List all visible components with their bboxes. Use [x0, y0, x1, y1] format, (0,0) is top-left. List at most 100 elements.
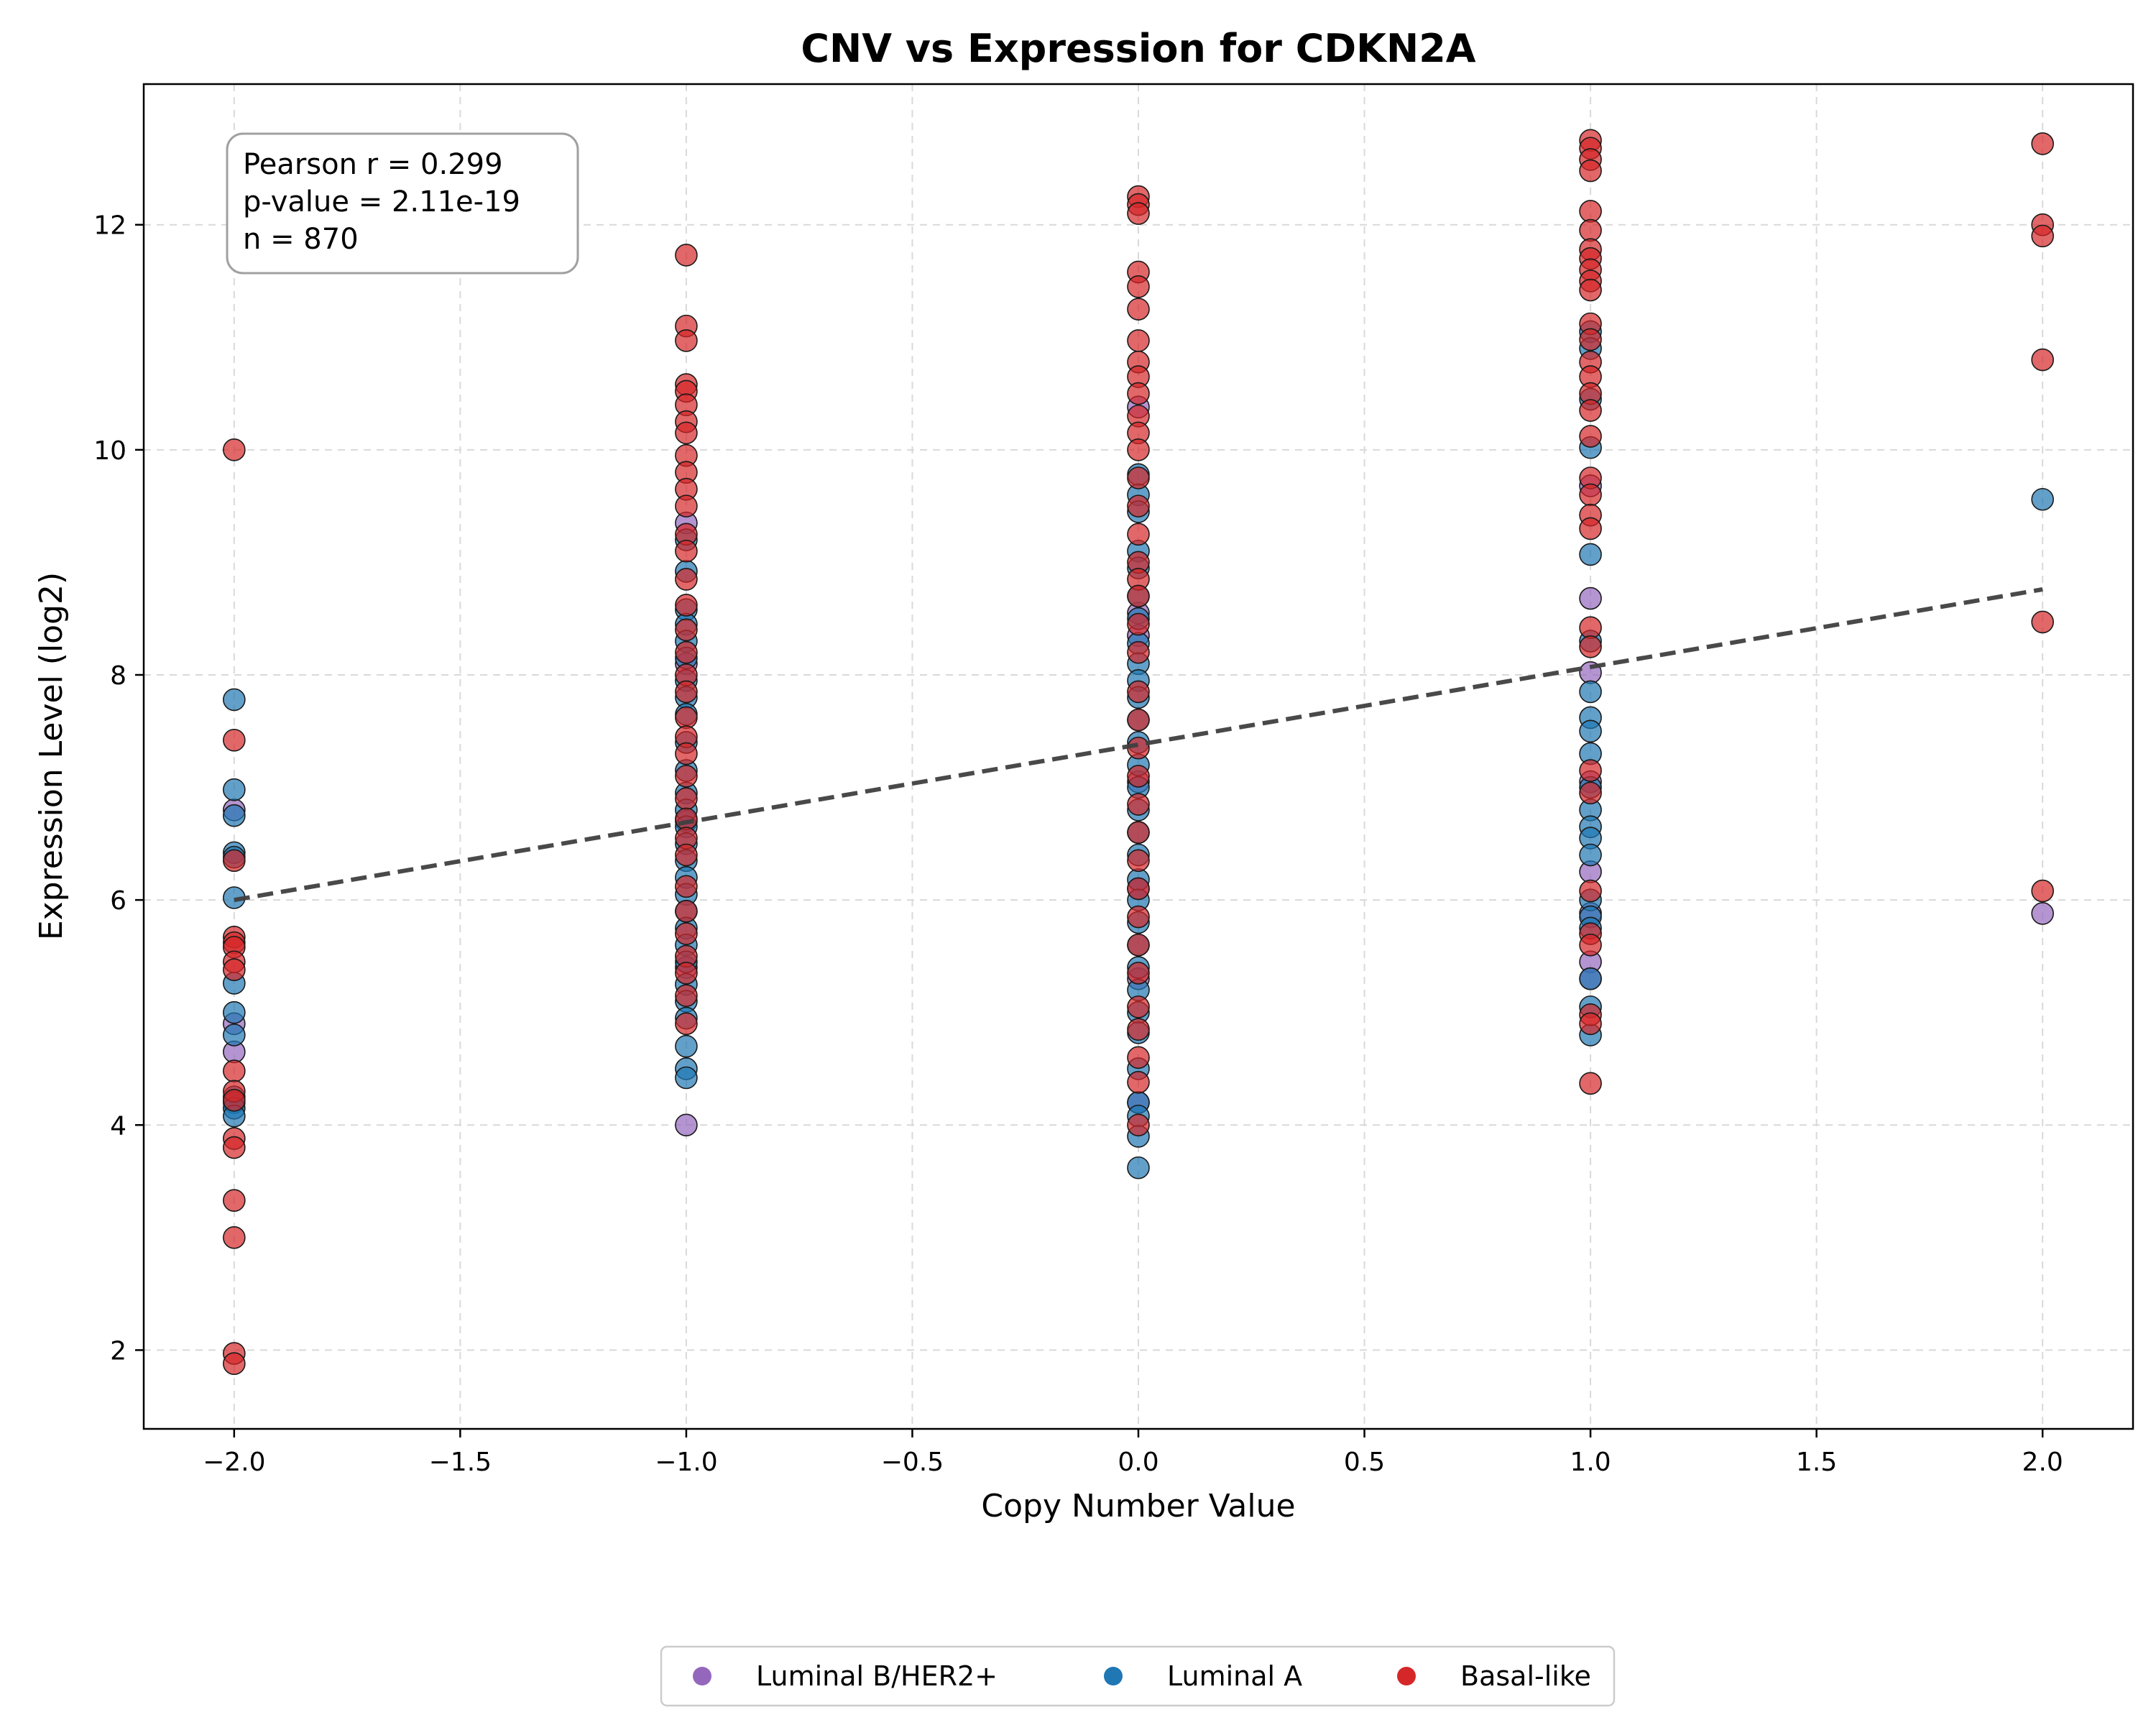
data-point-basal-like [675, 680, 698, 704]
data-point-basal-like [223, 728, 246, 752]
data-point-basal-like [675, 787, 698, 811]
data-point-basal-like [1127, 933, 1150, 957]
y-axis-label: Expression Level (log2) [33, 572, 70, 940]
data-point-luminal-a [1579, 843, 1602, 867]
legend-marker-luminal-b-her2 [693, 1667, 711, 1685]
data-point-basal-like [223, 1059, 246, 1082]
data-point-basal-like [1579, 933, 1602, 957]
x-tick-label: −2.0 [203, 1448, 265, 1477]
data-point-basal-like [675, 962, 698, 985]
x-tick-label: 1.0 [1570, 1448, 1611, 1477]
x-tick-label: 1.5 [1796, 1448, 1837, 1477]
regression-trend-line [234, 587, 2043, 903]
data-point-basal-like [1579, 616, 1602, 640]
legend-marker-luminal-a [1104, 1667, 1123, 1685]
data-point-luminal-a [223, 688, 246, 712]
data-point-basal-like [675, 329, 698, 352]
data-point-basal-like [223, 1189, 246, 1212]
data-point-basal-like [1127, 821, 1150, 844]
data-point-basal-like [675, 594, 698, 617]
legend: Luminal B/HER2+ Luminal A Basal-like [660, 1645, 1616, 1707]
data-point-luminal-a [675, 1034, 698, 1058]
data-point-basal-like [1127, 1113, 1150, 1137]
stats-pearson-r: Pearson r = 0.299 [243, 148, 503, 181]
data-point-basal-like [1127, 1018, 1150, 1041]
data-point-basal-like [1579, 1072, 1602, 1095]
data-point-basal-like [1127, 708, 1150, 732]
data-point-basal-like [1127, 523, 1150, 546]
data-point-basal-like [1127, 1046, 1150, 1070]
data-point-basal-like [675, 494, 698, 518]
data-point-basal-like [2031, 610, 2054, 634]
data-point-basal-like [1127, 765, 1150, 788]
data-point-basal-like [675, 875, 698, 898]
data-point-basal-like [1127, 995, 1150, 1018]
legend-label-luminal-b-her2: Luminal B/HER2+ [756, 1660, 998, 1692]
data-point-basal-like [2031, 879, 2054, 903]
data-point-luminal-a [223, 1000, 246, 1024]
data-point-basal-like [1127, 680, 1150, 704]
data-point-basal-like [675, 984, 698, 1008]
data-point-basal-like [1127, 298, 1150, 321]
data-point-luminal-a [1127, 1156, 1150, 1179]
data-point-basal-like [223, 1226, 246, 1249]
x-tick-label: 2.0 [2022, 1448, 2063, 1477]
data-point-basal-like [1579, 781, 1602, 805]
data-point-luminal-b-her2 [675, 1113, 698, 1137]
data-point-basal-like [675, 539, 698, 563]
x-tick-label: −1.0 [655, 1448, 717, 1477]
stats-p-value: p-value = 2.11e-19 [243, 185, 520, 218]
data-point-basal-like [675, 1012, 698, 1036]
data-point-basal-like [2031, 348, 2054, 372]
stats-sample-count: n = 870 [243, 223, 359, 256]
data-point-basal-like [1127, 202, 1150, 225]
data-point-basal-like [675, 618, 698, 642]
data-point-luminal-a [1579, 719, 1602, 743]
data-point-basal-like [1127, 793, 1150, 816]
y-tick-label: 10 [93, 436, 126, 466]
chart-title: CNV vs Expression for CDKN2A [801, 26, 1475, 71]
data-point-basal-like [1127, 275, 1150, 298]
data-point-basal-like [675, 640, 698, 664]
data-point-basal-like [2031, 132, 2054, 155]
data-point-basal-like [1127, 584, 1150, 608]
data-point-basal-like [675, 765, 698, 788]
data-point-basal-like [1579, 483, 1602, 507]
data-point-basal-like [675, 742, 698, 765]
y-tick-label: 2 [110, 1336, 126, 1366]
data-point-basal-like [223, 438, 246, 461]
data-point-luminal-b-her2 [2031, 902, 2054, 925]
legend-marker-basal-like [1397, 1667, 1416, 1685]
x-axis-ticks: −2.0 −1.5 −1.0 −0.5 0.0 0.5 1.0 1.5 2.0 [203, 1429, 2063, 1477]
data-point-basal-like [1579, 517, 1602, 540]
data-point-basal-like [1579, 218, 1602, 242]
data-points [223, 129, 2054, 1375]
legend-label-basal-like: Basal-like [1460, 1660, 1591, 1692]
data-point-luminal-a [1579, 680, 1602, 704]
legend-label-luminal-a: Luminal A [1167, 1660, 1302, 1692]
data-point-basal-like [1579, 328, 1602, 351]
y-tick-label: 8 [110, 661, 126, 691]
data-point-basal-like [1127, 905, 1150, 929]
x-tick-label: 0.0 [1118, 1448, 1158, 1477]
y-tick-label: 6 [110, 886, 126, 916]
data-point-basal-like [675, 922, 698, 945]
data-point-luminal-a [675, 1066, 698, 1090]
data-point-basal-like [223, 849, 246, 873]
data-point-basal-like [1127, 877, 1150, 901]
legend-frame [660, 1645, 1616, 1707]
stats-annotation-box: Pearson r = 0.299 p-value = 2.11e-19 n =… [226, 132, 579, 275]
data-point-basal-like [1579, 200, 1602, 223]
data-point-basal-like [1127, 849, 1150, 873]
data-point-luminal-a [1579, 967, 1602, 990]
data-point-basal-like [223, 958, 246, 981]
y-axis-ticks: 2 4 6 8 10 12 [93, 211, 144, 1366]
data-point-basal-like [1127, 640, 1150, 664]
data-point-basal-like [1579, 1012, 1602, 1036]
data-point-basal-like [675, 706, 698, 730]
y-tick-label: 4 [110, 1111, 126, 1141]
data-point-basal-like [675, 421, 698, 445]
data-point-basal-like [1127, 329, 1150, 352]
